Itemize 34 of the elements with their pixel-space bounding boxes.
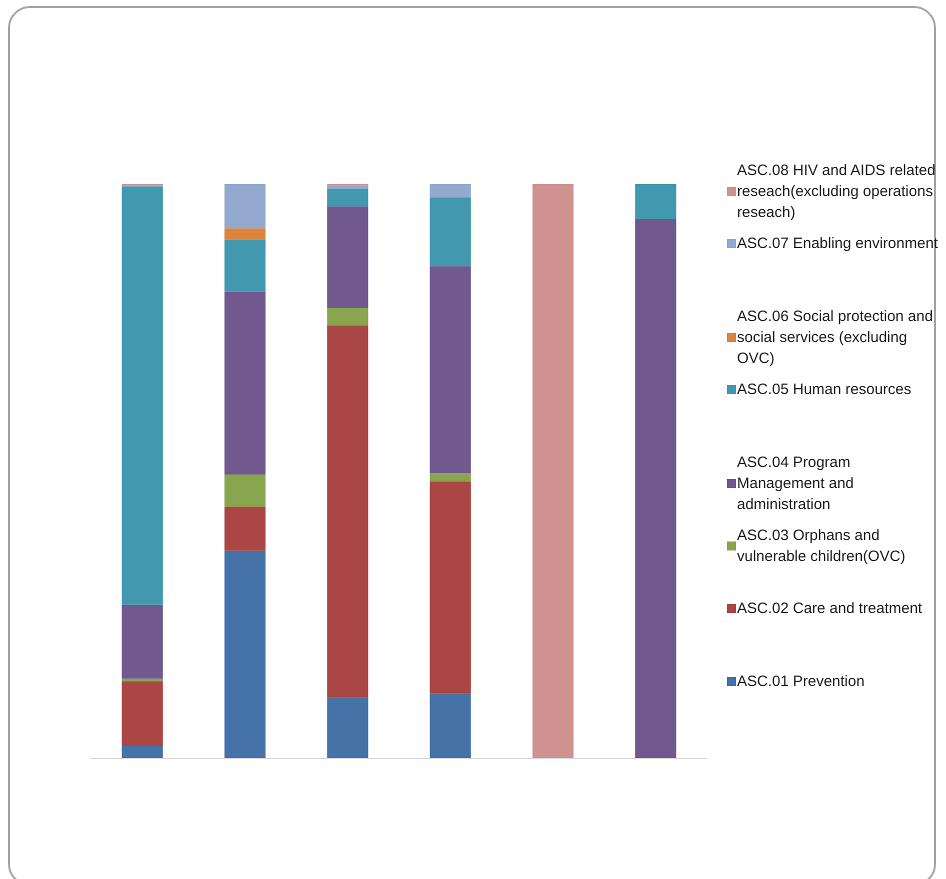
bar bbox=[635, 219, 676, 758]
bar bbox=[122, 604, 163, 679]
legend-label: ASC.04 Program Management and administration bbox=[737, 454, 858, 513]
bar bbox=[430, 184, 471, 198]
bar bbox=[327, 186, 368, 189]
bar bbox=[327, 697, 368, 758]
bar bbox=[430, 693, 471, 758]
bar bbox=[122, 746, 163, 758]
legend-label: ASC.02 Care and treatment bbox=[737, 600, 923, 617]
bar bbox=[327, 308, 368, 326]
legend-label: ASC.05 Human resources bbox=[737, 381, 912, 398]
bar bbox=[532, 184, 574, 758]
bar bbox=[430, 266, 471, 474]
legend-label: ASC.06 Social protection and social services (excluding OVC) bbox=[737, 308, 938, 367]
legend-label: ASC.03 Orphans and vulnerable children(OVC) bbox=[737, 527, 906, 565]
bar bbox=[224, 292, 266, 474]
legend-label: ASC.08 HIV and AIDS related reseach(excluding operations reseach) bbox=[737, 162, 940, 221]
bar bbox=[224, 506, 266, 551]
bar bbox=[635, 184, 676, 220]
bar bbox=[327, 325, 368, 698]
bar bbox=[430, 481, 471, 694]
bar bbox=[430, 197, 471, 266]
bar bbox=[430, 473, 471, 482]
legend-label: ASC.01 Prevention bbox=[737, 673, 865, 690]
bar bbox=[122, 681, 163, 746]
bar bbox=[327, 206, 368, 308]
bar bbox=[122, 186, 163, 605]
bar bbox=[327, 188, 368, 206]
legend-label: ASC.07 Enabling environment bbox=[737, 235, 939, 252]
bar bbox=[224, 228, 266, 240]
bar bbox=[224, 184, 266, 228]
bar bbox=[224, 240, 266, 292]
bar bbox=[224, 474, 266, 507]
bar bbox=[224, 550, 266, 758]
